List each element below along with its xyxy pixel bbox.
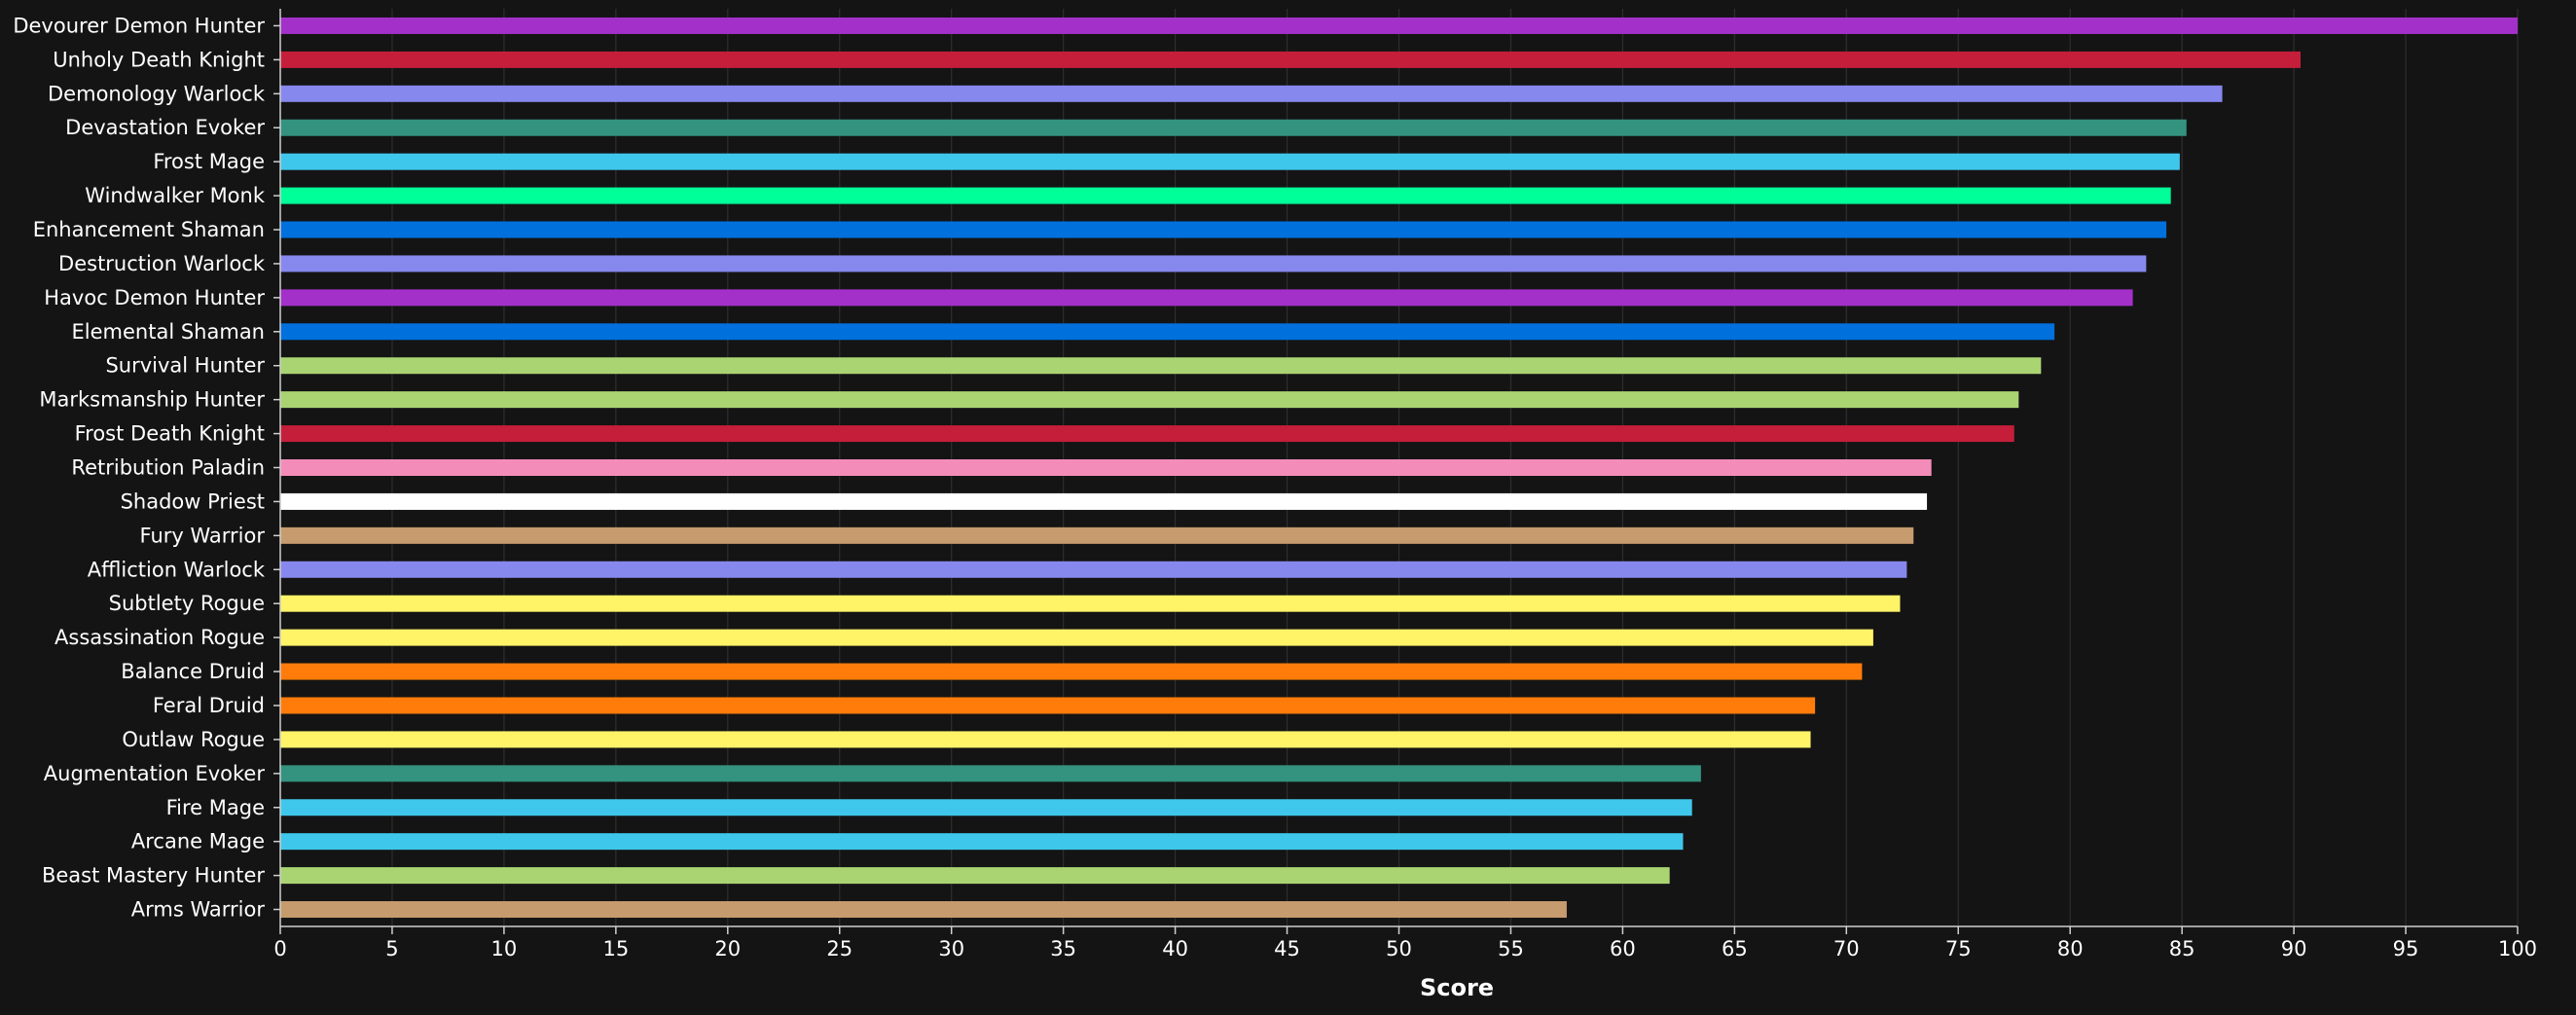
category-label: Balance Druid <box>121 660 265 683</box>
bar <box>280 492 1928 510</box>
category-label: Elemental Shaman <box>72 320 265 344</box>
category-label: Frost Mage <box>153 150 265 173</box>
x-axis-title: Score <box>1420 974 1494 1001</box>
x-tick-label: 70 <box>1833 937 1860 961</box>
category-label: Marksmanship Hunter <box>39 388 265 412</box>
category-label: Assassination Rogue <box>54 626 265 649</box>
category-label: Arcane Mage <box>131 830 265 853</box>
bar <box>280 765 1701 782</box>
bar <box>280 51 2301 68</box>
bar <box>280 425 2014 443</box>
x-tick-label: 30 <box>938 937 964 961</box>
bar <box>280 255 2147 272</box>
category-label: Feral Druid <box>153 694 265 717</box>
category-label: Destruction Warlock <box>58 252 266 275</box>
x-tick-label: 20 <box>714 937 741 961</box>
x-tick-label: 25 <box>826 937 853 961</box>
x-tick-label: 75 <box>1945 937 1972 961</box>
category-label: Devastation Evoker <box>65 116 265 139</box>
category-label: Fury Warrior <box>140 524 266 547</box>
x-tick-label: 65 <box>1722 937 1748 961</box>
category-label: Shadow Priest <box>121 489 265 513</box>
bar <box>280 187 2171 204</box>
bar <box>280 85 2223 102</box>
x-tick-label: 95 <box>2393 937 2419 961</box>
bar <box>280 153 2180 170</box>
x-tick-label: 35 <box>1050 937 1076 961</box>
bars-layer <box>280 17 2518 919</box>
category-label: Subtlety Rogue <box>109 592 265 615</box>
x-tick-label: 45 <box>1274 937 1300 961</box>
bar <box>280 17 2518 34</box>
bar <box>280 867 1670 885</box>
bar <box>280 119 2187 136</box>
x-tick-label: 15 <box>602 937 629 961</box>
category-label: Outlaw Rogue <box>122 728 265 751</box>
x-tick-label: 60 <box>1610 937 1636 961</box>
x-tick-label: 55 <box>1498 937 1524 961</box>
axis-layer: 0 5 10 15 20 25 30 35 40 45 50 55 60 65 70 75 80 85 90 95 10… <box>13 9 2537 961</box>
bar <box>280 697 1816 714</box>
x-tick-label: 85 <box>2169 937 2195 961</box>
x-tick-label: 0 <box>273 937 286 961</box>
bar <box>280 663 1863 680</box>
category-label: Enhancement Shaman <box>33 218 265 241</box>
bar <box>280 323 2055 341</box>
category-label: Windwalker Monk <box>85 184 266 207</box>
x-tick-label: 50 <box>1386 937 1412 961</box>
x-tick-label: 10 <box>491 937 518 961</box>
x-tick-label: 40 <box>1162 937 1188 961</box>
bar <box>280 629 1873 646</box>
category-label: Augmentation Evoker <box>44 762 266 785</box>
bar <box>280 221 2167 238</box>
bar <box>280 561 1907 578</box>
bar <box>280 391 2019 409</box>
bar <box>280 357 2042 375</box>
x-tick-label: 5 <box>385 937 398 961</box>
bar <box>280 526 1914 544</box>
bar <box>280 595 1901 612</box>
bar <box>280 901 1567 919</box>
x-tick-label: 80 <box>2057 937 2084 961</box>
x-tick-label: 100 <box>2498 937 2537 961</box>
category-label: Havoc Demon Hunter <box>44 286 265 309</box>
category-label: Demonology Warlock <box>48 82 266 105</box>
category-label: Devourer Demon Hunter <box>13 14 265 37</box>
category-label: Beast Mastery Hunter <box>42 864 265 888</box>
category-label: Unholy Death Knight <box>53 48 265 71</box>
bar <box>280 833 1684 851</box>
bar <box>280 459 1932 476</box>
bar <box>280 799 1692 816</box>
category-label: Retribution Paladin <box>71 456 265 480</box>
x-tick-label: 90 <box>2281 937 2307 961</box>
bar <box>280 289 2133 307</box>
category-label: Affliction Warlock <box>88 558 266 581</box>
category-label: Arms Warrior <box>131 898 266 922</box>
category-label: Frost Death Knight <box>75 422 265 446</box>
category-label: Fire Mage <box>166 796 265 819</box>
category-label: Survival Hunter <box>105 354 265 378</box>
bar <box>280 731 1811 748</box>
